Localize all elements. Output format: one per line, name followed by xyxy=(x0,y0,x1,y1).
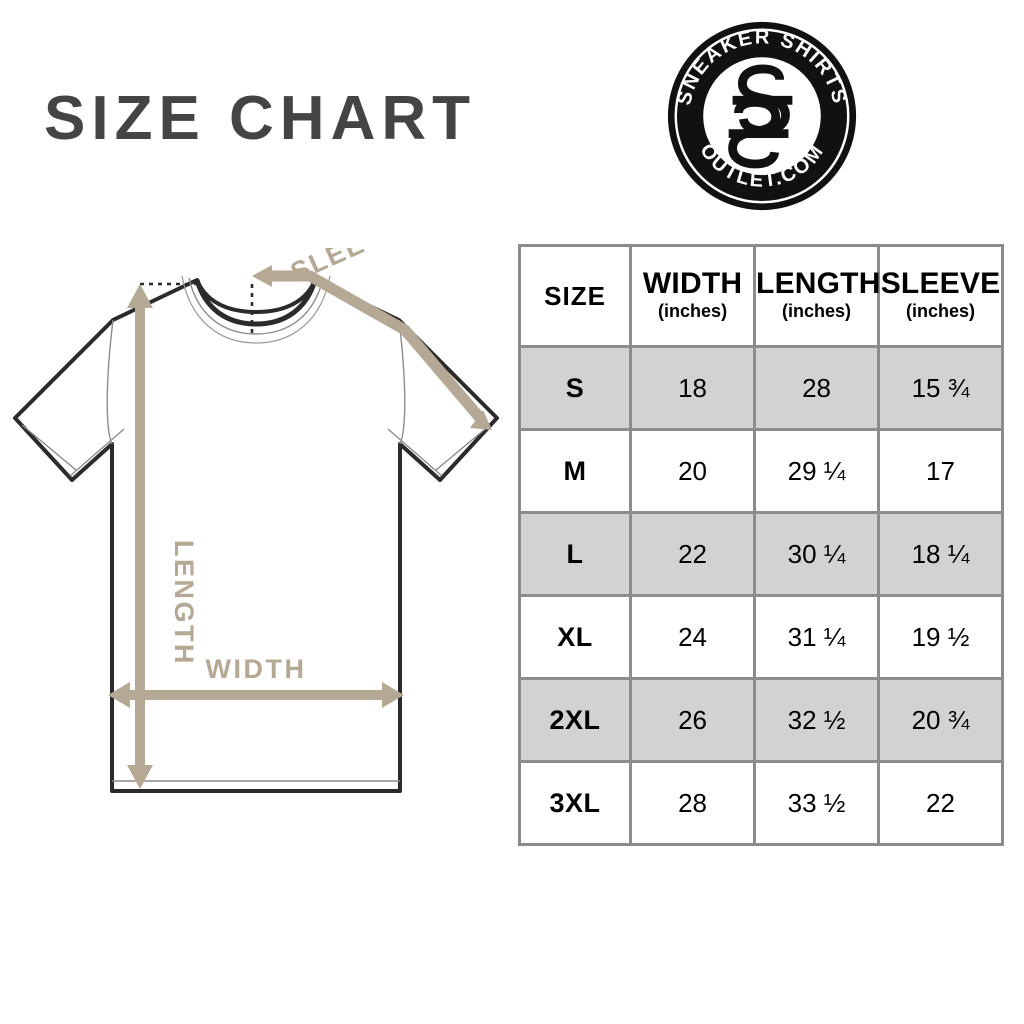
tshirt-seam-lines xyxy=(69,319,443,782)
sleeve-measure-arrow xyxy=(252,265,492,430)
table-row: 2XL 26 32 ½ 20 ¾ xyxy=(517,677,1004,763)
width-measure-arrow xyxy=(108,682,404,708)
size-table-header: SIZE WIDTH (inches) LENGTH (inches) SLEE… xyxy=(517,244,1004,348)
cell-width: 28 xyxy=(629,760,757,846)
column-header-sleeve-label: SLEEVE xyxy=(880,267,1001,301)
sneaker-shirts-outlet-logo-icon: SNEAKER SHIRTS OUTLET.COM xyxy=(667,21,857,211)
column-header-length: LENGTH (inches) xyxy=(753,244,881,348)
logo-ss-monogram-icon xyxy=(728,64,793,169)
brand-logo: SNEAKER SHIRTS OUTLET.COM xyxy=(664,18,860,214)
cell-size: S xyxy=(517,345,633,431)
cell-width: 18 xyxy=(629,345,757,431)
table-row: L 22 30 ¼ 18 ¼ xyxy=(517,511,1004,597)
size-table-body: S 18 28 15 ¾ M 20 29 ¼ 17 L 22 30 ¼ 18 ¼ XL 24 31 ¼ 19 … xyxy=(517,345,1004,846)
cell-width: 22 xyxy=(629,511,757,597)
cell-size: M xyxy=(517,428,633,514)
table-row: XL 24 31 ¼ 19 ½ xyxy=(517,594,1004,680)
table-row: S 18 28 15 ¾ xyxy=(517,345,1004,431)
cell-sleeve: 22 xyxy=(877,760,1004,846)
cell-sleeve: 19 ½ xyxy=(877,594,1004,680)
column-header-sleeve: SLEEVE (inches) xyxy=(877,244,1004,348)
cell-sleeve: 18 ¼ xyxy=(877,511,1004,597)
cell-length: 31 ¼ xyxy=(753,594,881,680)
cell-sleeve: 15 ¾ xyxy=(877,345,1004,431)
cell-width: 26 xyxy=(629,677,757,763)
cell-length: 33 ½ xyxy=(753,760,881,846)
column-header-size: SIZE xyxy=(517,244,633,348)
cell-length: 30 ¼ xyxy=(753,511,881,597)
column-header-width: WIDTH (inches) xyxy=(629,244,757,348)
shoulder-guide-dotted xyxy=(140,282,254,336)
width-label: WIDTH xyxy=(206,654,307,684)
cell-sleeve: 20 ¾ xyxy=(877,677,1004,763)
tshirt-collar xyxy=(181,275,331,344)
column-header-length-label: LENGTH xyxy=(756,267,881,301)
cell-size: XL xyxy=(517,594,633,680)
tshirt-cuff-hems xyxy=(21,424,491,471)
size-table-container: SIZE WIDTH (inches) LENGTH (inches) SLEE… xyxy=(517,244,1004,846)
cell-length: 32 ½ xyxy=(753,677,881,763)
length-measure-arrow xyxy=(127,284,153,789)
column-header-length-unit: (inches) xyxy=(782,301,852,322)
column-header-sleeve-unit: (inches) xyxy=(906,301,976,322)
tshirt-measurement-diagram: SLEEVE WIDTH LENGTH xyxy=(0,212,512,848)
size-table: SIZE WIDTH (inches) LENGTH (inches) SLEE… xyxy=(517,244,1004,846)
column-header-width-label: WIDTH xyxy=(642,267,743,301)
cell-size: 3XL xyxy=(517,760,633,846)
cell-width: 20 xyxy=(629,428,757,514)
cell-length: 28 xyxy=(753,345,881,431)
cell-size: L xyxy=(517,511,633,597)
table-row: 3XL 28 33 ½ 22 xyxy=(517,760,1004,846)
table-row: M 20 29 ¼ 17 xyxy=(517,428,1004,514)
cell-sleeve: 17 xyxy=(877,428,1004,514)
cell-length: 29 ¼ xyxy=(753,428,881,514)
table-header-row: SIZE WIDTH (inches) LENGTH (inches) SLEE… xyxy=(517,244,1004,348)
cell-width: 24 xyxy=(629,594,757,680)
column-header-width-unit: (inches) xyxy=(658,301,728,322)
column-header-size-label: SIZE xyxy=(544,280,606,311)
page-title: SIZE CHART xyxy=(44,84,476,153)
sleeve-label: SLEEVE xyxy=(286,248,407,288)
length-label: LENGTH xyxy=(169,540,199,666)
cell-size: 2XL xyxy=(517,677,633,763)
